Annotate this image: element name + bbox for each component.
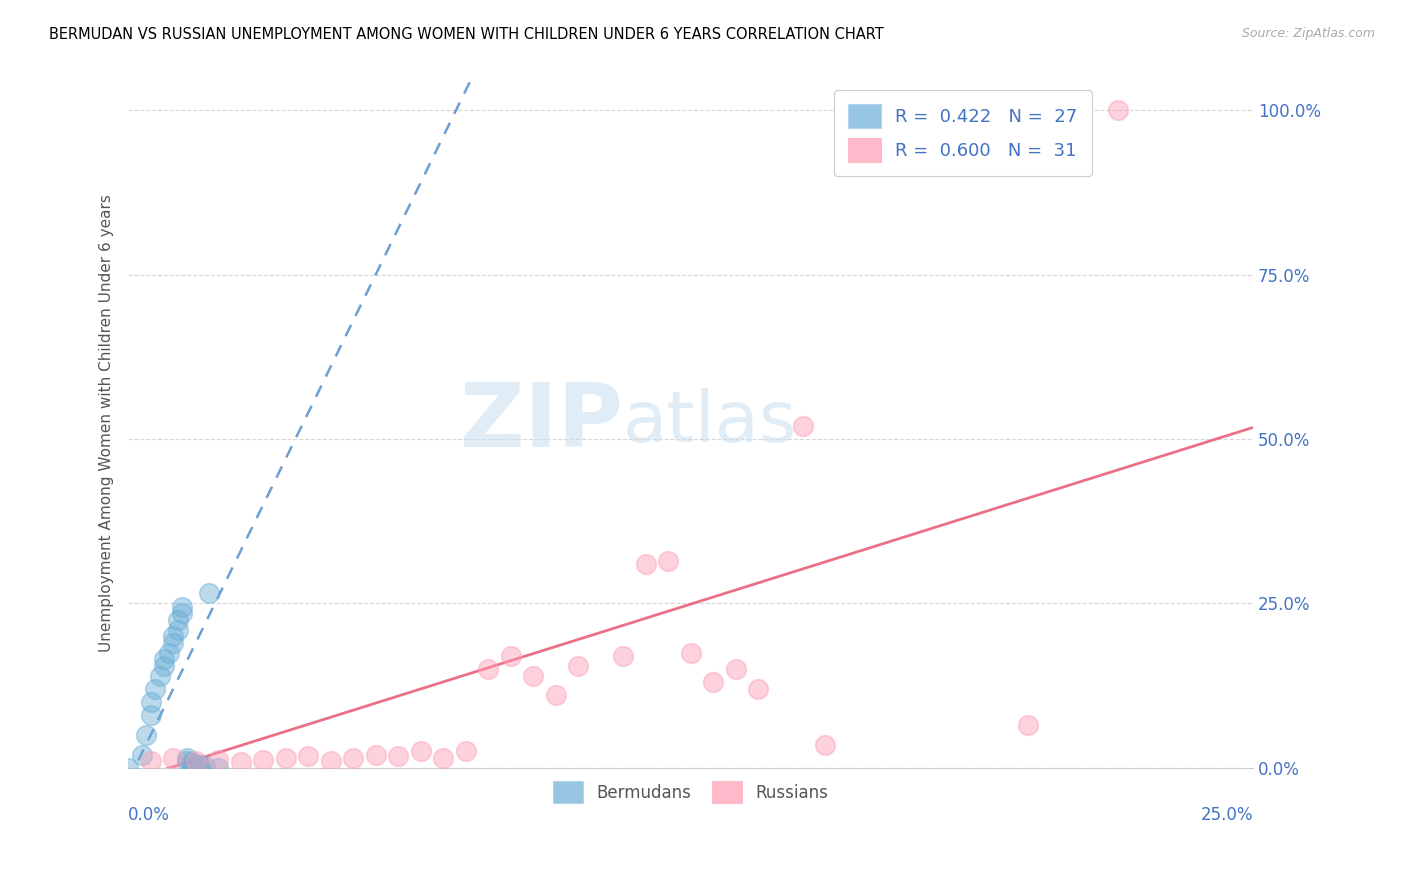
Point [166, 623, 188, 637]
Point [162, 751, 184, 765]
Point [1107, 103, 1129, 118]
Point [679, 646, 702, 660]
Point [499, 648, 522, 663]
Text: Source: ZipAtlas.com: Source: ZipAtlas.com [1241, 27, 1375, 40]
Point [454, 744, 477, 758]
Text: 0.0%: 0.0% [128, 805, 170, 823]
Point [172, 599, 194, 614]
Point [207, 753, 229, 767]
Point [612, 648, 634, 663]
Point [172, 606, 194, 620]
Point [184, 754, 207, 768]
Point [149, 668, 172, 682]
Point [139, 754, 162, 768]
Point [188, 759, 211, 773]
Point [162, 636, 184, 650]
Point [139, 695, 162, 709]
Point [319, 754, 342, 768]
Point [194, 758, 217, 772]
Point [176, 754, 198, 768]
Point [747, 681, 769, 696]
Point [522, 668, 544, 682]
Point [184, 758, 207, 772]
Point [387, 748, 409, 763]
Point [544, 689, 567, 703]
Point [432, 751, 454, 765]
Point [814, 738, 837, 752]
Point [409, 744, 432, 758]
Point [342, 751, 364, 765]
Point [180, 756, 202, 770]
Point [162, 629, 184, 643]
Point [198, 586, 221, 600]
Point [297, 748, 319, 763]
Point [792, 418, 814, 433]
Point [180, 757, 202, 772]
Point [188, 758, 211, 772]
Point [657, 554, 679, 568]
Point [252, 753, 274, 767]
Point [634, 557, 657, 571]
Point [477, 662, 499, 676]
Text: BERMUDAN VS RUSSIAN UNEMPLOYMENT AMONG WOMEN WITH CHILDREN UNDER 6 YEARS CORRELA: BERMUDAN VS RUSSIAN UNEMPLOYMENT AMONG W… [49, 27, 884, 42]
Text: atlas: atlas [623, 388, 797, 457]
Text: ZIP: ZIP [460, 379, 623, 467]
Text: 25.0%: 25.0% [1201, 805, 1253, 823]
Point [702, 675, 724, 690]
Point [1017, 718, 1039, 732]
Point [229, 756, 252, 770]
Legend: Bermudans, Russians: Bermudans, Russians [546, 773, 837, 811]
Point [184, 756, 207, 771]
Point [143, 681, 166, 696]
Point [157, 646, 180, 660]
Point [364, 747, 387, 762]
Point [153, 652, 176, 666]
Point [153, 658, 176, 673]
Point [135, 728, 157, 742]
Point [166, 613, 188, 627]
Point [117, 761, 139, 775]
Point [176, 751, 198, 765]
Y-axis label: Unemployment Among Women with Children Under 6 years: Unemployment Among Women with Children U… [100, 194, 114, 651]
Point [567, 658, 589, 673]
Point [207, 761, 229, 775]
Point [131, 747, 153, 762]
Point [724, 662, 747, 676]
Point [274, 751, 297, 765]
Point [139, 708, 162, 723]
